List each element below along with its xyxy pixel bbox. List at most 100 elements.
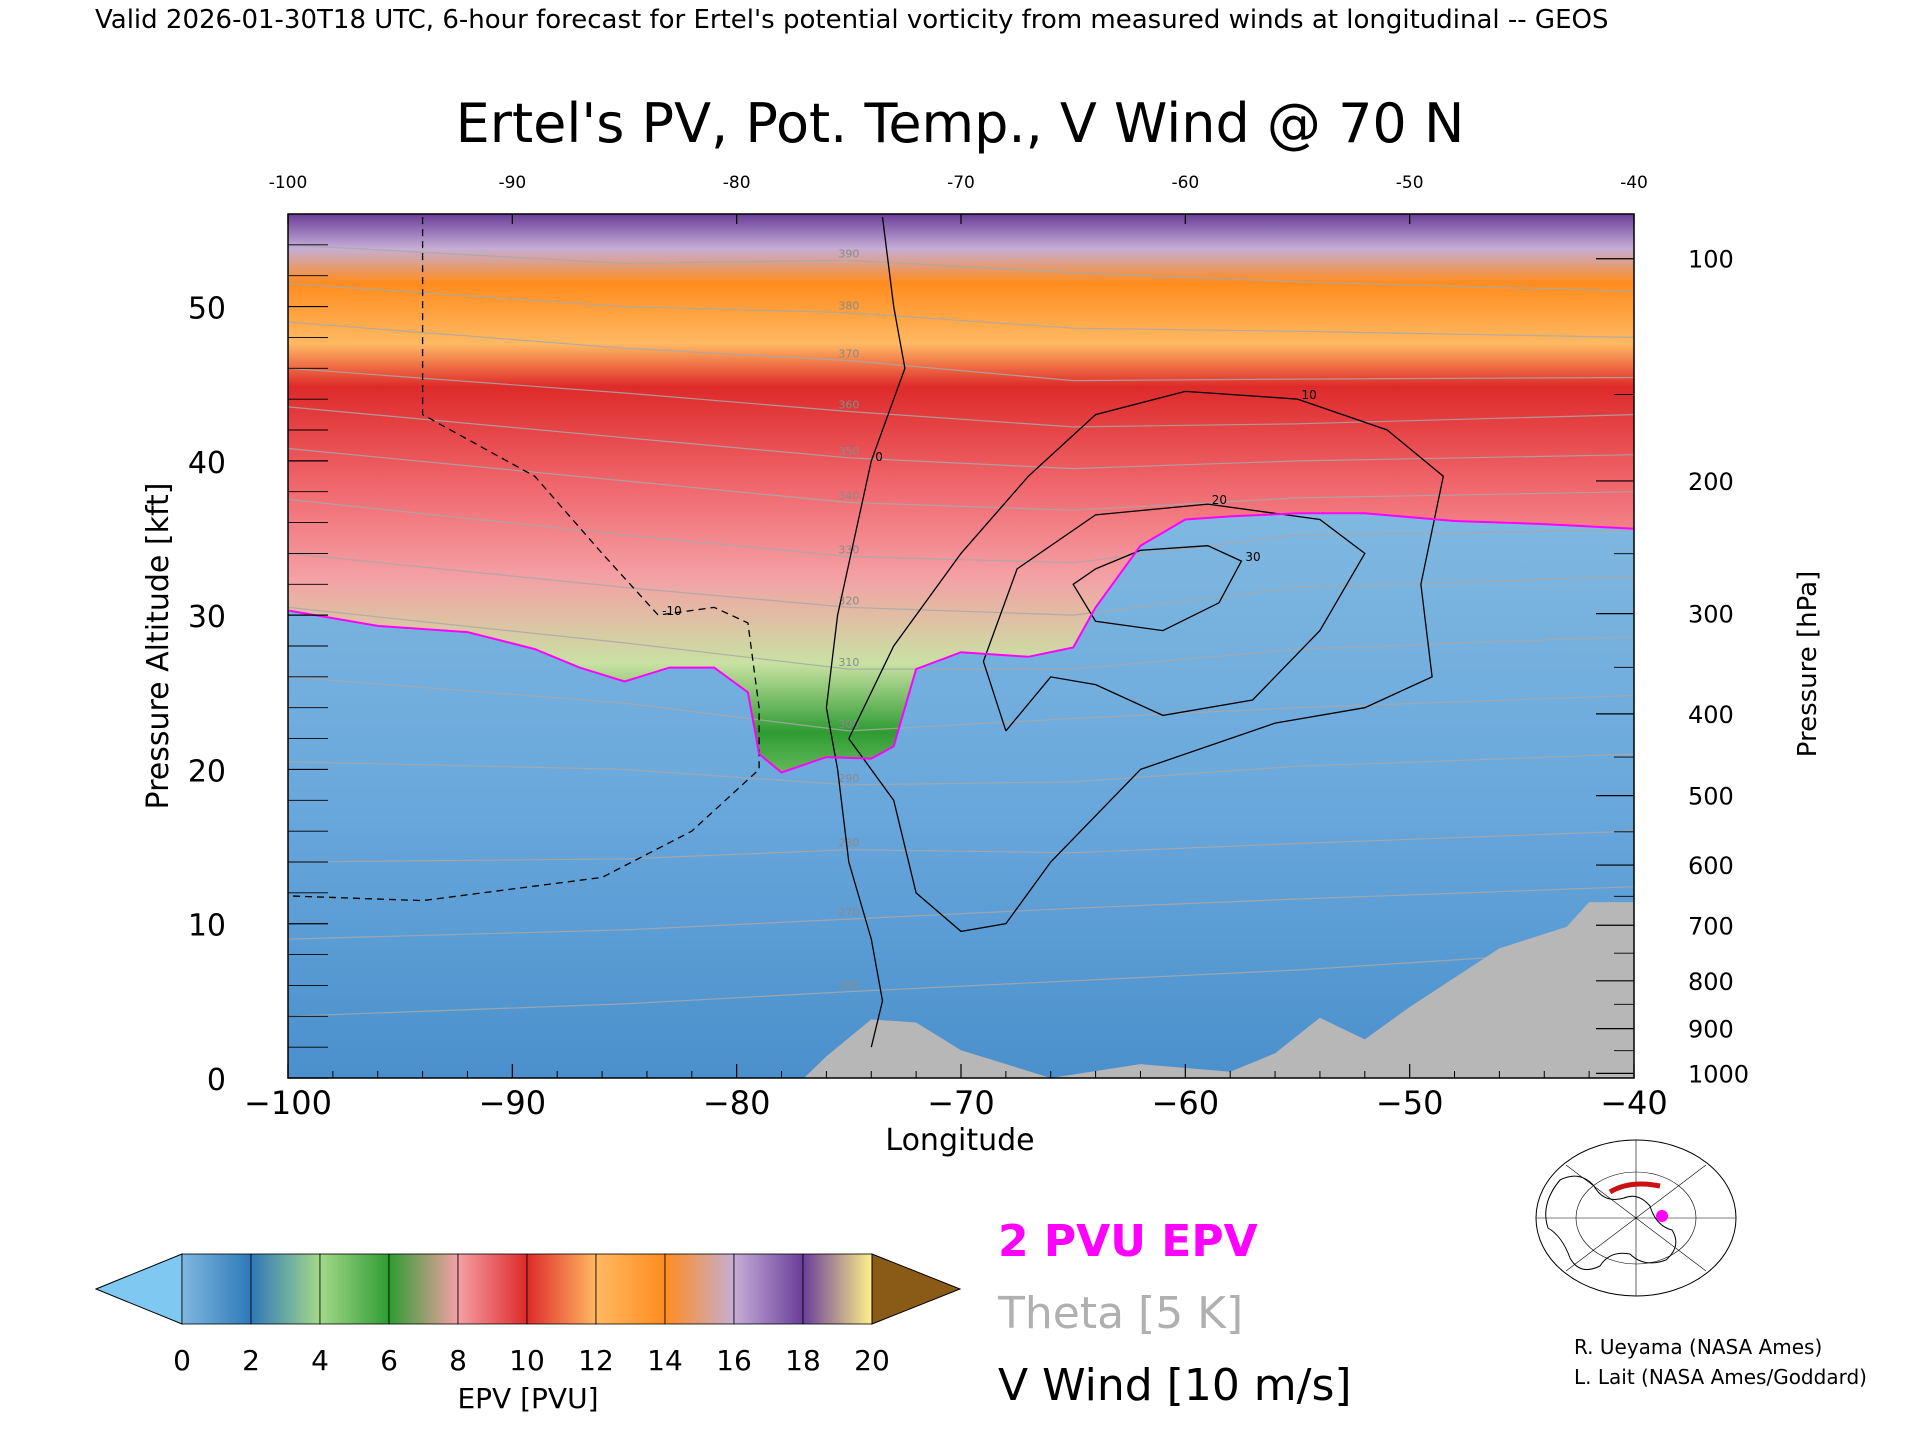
top-tick-label: -70 (947, 173, 975, 193)
pressure-tick-label: 200 (1688, 468, 1734, 496)
colorbar-segment (457, 1253, 528, 1325)
theta-contour-280 (288, 830, 1634, 863)
theta-label-390: 390 (838, 247, 859, 260)
x-tick-label: −70 (927, 1084, 995, 1122)
inset-map (1535, 1139, 1737, 1297)
y-tick-label: 10 (188, 909, 226, 944)
y2-axis-label: Pressure [hPa] (1793, 571, 1823, 758)
theta-contour-310 (288, 606, 1634, 670)
terrain-mask (288, 902, 1634, 1078)
x-tick-label: −90 (479, 1084, 547, 1122)
pressure-tick-label: 100 (1688, 246, 1734, 274)
colorbar-segment (319, 1253, 390, 1325)
vwind-contour-30 (1072, 545, 1243, 632)
top-tick-label: -80 (723, 173, 751, 193)
pressure-tick-label: 600 (1688, 852, 1734, 880)
x-axis-label: Longitude (885, 1123, 1034, 1158)
theta-label-310: 310 (838, 656, 859, 669)
colorbar-tick-label: 6 (380, 1344, 398, 1377)
colorbar-segment (388, 1253, 459, 1325)
colorbar-tick-label: 20 (854, 1344, 890, 1377)
top-tick-label: -100 (269, 173, 308, 193)
y-axis-label: Pressure Altitude [kft] (141, 483, 176, 810)
colorbar-segment (250, 1253, 321, 1325)
pressure-tick-label: 1000 (1688, 1060, 1749, 1088)
theta-label-290: 290 (838, 772, 859, 785)
x-tick-label: −100 (244, 1084, 332, 1122)
inset-circle (1575, 1171, 1697, 1265)
colorbar-tick-label: 8 (449, 1344, 467, 1377)
vwind-label-20: 20 (1212, 493, 1227, 507)
vwind-label-10: 10 (1302, 388, 1317, 402)
inset-coastline (1545, 1175, 1677, 1271)
theta-label-260: 260 (838, 979, 859, 992)
tropopause-2pvu-line (288, 512, 1634, 774)
colorbar-under-arrow (94, 1253, 183, 1325)
inset-location-marker (1656, 1210, 1668, 1222)
theta-contours: 3903803703603503403303203103002902802702… (288, 244, 1634, 1017)
colorbar-tick-label: 0 (173, 1344, 191, 1377)
colorbar-tick-label: 18 (785, 1344, 821, 1377)
colorbar-segment (664, 1253, 735, 1325)
vwind-contours: 0 -10 10 20 30 (288, 217, 1445, 1048)
inset-section-line (1608, 1181, 1661, 1195)
vwind-label--10: -10 (662, 604, 682, 618)
legend-theta: Theta [5 K] (997, 1288, 1243, 1339)
colorbar-tick-label: 14 (647, 1344, 683, 1377)
credit-2: L. Lait (NASA Ames/Goddard) (1574, 1365, 1867, 1389)
theta-label-280: 280 (838, 837, 859, 850)
header-text: Valid 2026-01-30T18 UTC, 6-hour forecast… (95, 5, 1608, 35)
x-tick-label: −40 (1600, 1084, 1668, 1122)
theta-contour-260 (288, 947, 1634, 1017)
theta-label-350: 350 (838, 445, 859, 458)
theta-contour-290 (288, 753, 1634, 786)
y-tick-label: 50 (188, 292, 226, 327)
y-tick-label: 0 (207, 1063, 226, 1098)
theta-contour-350 (288, 406, 1634, 470)
plot-area: 3903803703603503403303203103002902802702… (288, 214, 1634, 1078)
theta-contour-390 (288, 244, 1634, 292)
top-tick-label: -50 (1396, 173, 1424, 193)
y-tick-label: 20 (188, 754, 226, 789)
top-tick-label: -60 (1171, 173, 1199, 193)
x-tick-label: −60 (1152, 1084, 1220, 1122)
theta-contour-320 (288, 552, 1634, 616)
colorbar-tick-label: 4 (311, 1344, 329, 1377)
colorbar-over-arrow (871, 1253, 962, 1325)
inset-graticule (1536, 1140, 1736, 1296)
theta-contour-300 (288, 676, 1634, 732)
theta-contour-370 (288, 321, 1634, 382)
pressure-tick-label: 500 (1688, 783, 1734, 811)
theta-contour-380 (288, 282, 1634, 338)
theta-label-380: 380 (838, 300, 859, 313)
colorbar-tick-label: 16 (716, 1344, 752, 1377)
vwind-contour-10 (848, 390, 1445, 933)
top-tick-label: -90 (498, 173, 526, 193)
legend-2pvu: 2 PVU EPV (998, 1216, 1258, 1267)
x-tick-label: −80 (703, 1084, 771, 1122)
theta-label-330: 330 (838, 544, 859, 557)
colorbar-segment (802, 1253, 873, 1325)
vwind-contour--10 (288, 217, 760, 902)
top-tick-label: -40 (1620, 173, 1648, 193)
theta-label-320: 320 (838, 594, 859, 607)
chart-title: Ertel's PV, Pot. Temp., V Wind @ 70 N (456, 92, 1465, 155)
theta-label-270: 270 (838, 906, 859, 919)
credit-1: R. Ueyama (NASA Ames) (1574, 1335, 1822, 1359)
pressure-tick-label: 400 (1688, 701, 1734, 729)
vwind-label-0: 0 (875, 450, 883, 464)
colorbar: 0 2 4 6 8 10 12 14 16 18 20 (94, 1253, 962, 1377)
colorbar-segment (595, 1253, 666, 1325)
x-tick-label: −50 (1376, 1084, 1444, 1122)
vwind-contour-20 (982, 503, 1366, 732)
pressure-tick-label: 300 (1688, 601, 1734, 629)
vwind-contour-0 (825, 217, 906, 1048)
y-tick-label: 30 (188, 600, 226, 635)
colorbar-segment (733, 1253, 804, 1325)
colorbar-tick-label: 10 (509, 1344, 545, 1377)
pressure-tick-label: 700 (1688, 912, 1734, 940)
pressure-tick-label: 900 (1688, 1016, 1734, 1044)
theta-contour-360 (288, 367, 1634, 428)
colorbar-tick-label: 2 (242, 1344, 260, 1377)
